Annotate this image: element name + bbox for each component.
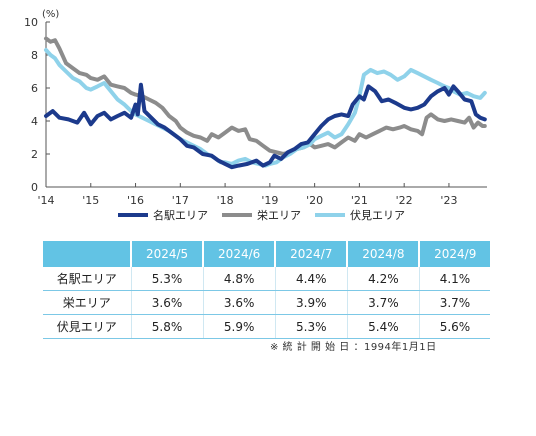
table-cell: 4.4% <box>274 267 348 291</box>
table-cell: 3.6% <box>202 290 276 315</box>
table-column-header: 2024/5 <box>129 241 204 267</box>
x-tick-label: '17 <box>172 194 189 207</box>
x-tick-label: '19 <box>261 194 278 207</box>
legend-item-fushimi: 伏見エリア <box>315 207 405 223</box>
y-tick-label: 10 <box>24 16 38 29</box>
legend-swatch-fushimi <box>315 213 345 217</box>
table-column-header: 2024/7 <box>274 241 348 267</box>
table-row: 名駅エリア 5.3% 4.8% 4.4% 4.2% 4.1% <box>43 267 490 291</box>
table-cell: 5.6% <box>418 314 490 339</box>
table-row: 伏見エリア 5.8% 5.9% 5.3% 5.4% 5.6% <box>43 314 490 339</box>
table-row: 栄エリア 3.6% 3.6% 3.9% 3.7% 3.7% <box>43 290 490 315</box>
x-tick-label: '22 <box>396 194 413 207</box>
row-label: 伏見エリア <box>43 314 131 339</box>
x-tick-label: '21 <box>351 194 368 207</box>
table-cell: 5.3% <box>274 314 348 339</box>
table-cell: 5.8% <box>130 314 204 339</box>
table-column-header: 2024/9 <box>418 241 490 267</box>
table-cell: 3.6% <box>130 290 204 315</box>
table-header-row: 2024/5 2024/6 2024/7 2024/8 2024/9 <box>43 241 490 267</box>
y-tick-label: 0 <box>31 181 38 194</box>
table-column-header: 2024/6 <box>202 241 276 267</box>
line-chart: (%) 0 2 4 6 8 10 '14 '15 '16 '17 '18 '19 '20 '21 '22 '2… <box>24 9 487 207</box>
x-tick-label: '23 <box>440 194 457 207</box>
legend-item-meieki: 名駅エリア <box>118 207 208 223</box>
chart-legend: 名駅エリア 栄エリア 伏見エリア <box>118 207 405 223</box>
table-cell: 4.1% <box>418 267 490 291</box>
row-label: 栄エリア <box>43 290 131 315</box>
y-tick-label: 8 <box>31 49 38 62</box>
y-tick-label: 6 <box>31 82 38 95</box>
vacancy-rate-table: 2024/5 2024/6 2024/7 2024/8 2024/9 名駅エリア… <box>43 241 490 339</box>
table-cell: 3.7% <box>418 290 490 315</box>
legend-swatch-sakae <box>222 213 252 217</box>
y-tick-label: 2 <box>31 148 38 161</box>
row-label: 名駅エリア <box>43 267 131 291</box>
legend-label-fushimi: 伏見エリア <box>350 209 405 222</box>
table-cell: 5.3% <box>130 267 204 291</box>
legend-label-sakae: 栄エリア <box>257 209 301 222</box>
table-cell: 4.8% <box>202 267 276 291</box>
x-tick-label: '16 <box>127 194 144 207</box>
x-tick-label: '14 <box>37 194 54 207</box>
table-cell: 5.9% <box>202 314 276 339</box>
table-column-header: 2024/8 <box>346 241 420 267</box>
y-tick-label: 4 <box>31 115 38 128</box>
series-line-1 <box>44 36 487 156</box>
x-tick-label: '20 <box>306 194 323 207</box>
table-cell: 3.9% <box>274 290 348 315</box>
x-tick-label: '18 <box>217 194 234 207</box>
table-cell: 4.2% <box>346 267 420 291</box>
legend-swatch-meieki <box>118 213 148 217</box>
legend-item-sakae: 栄エリア <box>222 207 301 223</box>
table-cell: 5.4% <box>346 314 420 339</box>
y-unit-label: (%) <box>42 9 59 20</box>
series-line-0 <box>44 82 487 170</box>
chart-axes: 0 2 4 6 8 10 '14 '15 '16 '17 '18 '19 '20 '21 '22 '23 <box>24 16 487 207</box>
table-cell: 3.7% <box>346 290 420 315</box>
chart-series-lines <box>44 36 487 170</box>
footnote: ※ 統 計 開 始 日 ：1994年1月1日 <box>270 342 437 353</box>
table-corner-header <box>43 241 131 267</box>
legend-label-meieki: 名駅エリア <box>153 209 208 222</box>
x-tick-label: '15 <box>82 194 99 207</box>
